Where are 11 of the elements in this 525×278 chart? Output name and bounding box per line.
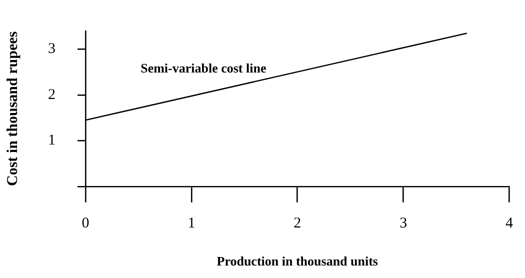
x-axis-title: Production in thousand units [216,254,378,269]
annotation: Semi-variable cost line [140,60,266,76]
x-tick-label: 3 [400,215,408,232]
x-tick-label: 2 [294,215,302,232]
y-axis-title: Cost in thousand rupees [4,31,21,186]
x-tick-label: 4 [506,215,514,232]
x-tick-label: 0 [82,215,90,232]
y-tick-label: 2 [48,86,56,103]
y-tick-label: 1 [48,132,56,149]
x-tick-label: 1 [188,215,196,232]
y-tick-label: 3 [48,41,56,58]
